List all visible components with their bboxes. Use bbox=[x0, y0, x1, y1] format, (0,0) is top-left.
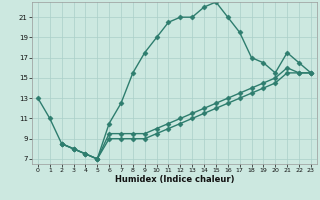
X-axis label: Humidex (Indice chaleur): Humidex (Indice chaleur) bbox=[115, 175, 234, 184]
